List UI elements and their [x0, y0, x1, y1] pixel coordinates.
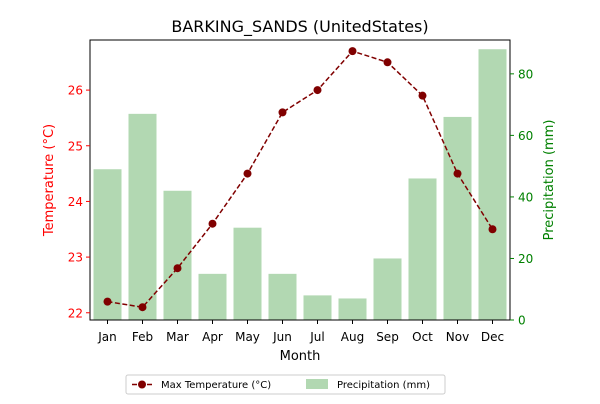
temperature-point — [208, 219, 217, 228]
precipitation-bars — [93, 49, 507, 320]
temperature-point — [103, 297, 112, 306]
temperature-point — [453, 169, 462, 178]
temperature-point — [488, 225, 497, 234]
left-y-tick-label: 22 — [68, 306, 83, 320]
x-axis-label: Month — [280, 349, 321, 364]
temperature-point — [313, 86, 322, 95]
temperature-point — [383, 58, 392, 67]
x-tick-label: Nov — [446, 330, 469, 344]
temperature-line — [107, 50, 494, 309]
temperature-point — [243, 169, 252, 178]
precipitation-bar — [303, 295, 332, 320]
precipitation-bar — [443, 116, 472, 320]
x-axis: Jan Feb Mar Apr May Jun Jul Aug Sep Oct Nov Dec — [97, 320, 504, 344]
x-tick-label: Feb — [132, 330, 153, 344]
x-tick-label: Apr — [202, 330, 223, 344]
right-y-tick-label: 0 — [518, 314, 526, 328]
left-y-tick-label: 24 — [68, 195, 83, 209]
x-tick-label: Oct — [412, 330, 433, 344]
temperature-point — [418, 91, 427, 100]
x-tick-label: Jul — [309, 330, 324, 344]
plot-frame — [89, 39, 511, 321]
right-axis-label: Precipitation (mm) — [542, 120, 557, 241]
x-tick-label: May — [235, 330, 260, 344]
legend-label-temperature: Max Temperature (°C) — [161, 380, 271, 391]
legend-line-marker — [138, 380, 146, 389]
right-y-tick-label: 20 — [518, 252, 533, 266]
temperature-point — [278, 108, 287, 117]
precipitation-bar — [198, 273, 227, 320]
precipitation-bar — [408, 178, 437, 320]
x-tick-label: Aug — [341, 330, 364, 344]
precipitation-bar — [373, 258, 402, 320]
left-y-tick-label: 23 — [68, 251, 83, 265]
chart-title: BARKING_SANDS (UnitedStates) — [171, 17, 428, 37]
precipitation-bar — [128, 113, 157, 320]
x-tick-label: Jun — [272, 330, 292, 344]
left-temperature-axis: 22 23 24 25 26 — [68, 84, 90, 320]
temperature-point — [173, 264, 182, 273]
precipitation-bar — [338, 298, 367, 320]
precipitation-bar — [93, 169, 122, 320]
legend-label-precipitation: Precipitation (mm) — [337, 380, 430, 391]
temperature-line-layer — [103, 47, 497, 312]
x-tick-label: Dec — [481, 330, 504, 344]
temperature-point — [138, 303, 147, 312]
x-tick-label: Sep — [376, 330, 399, 344]
legend: Max Temperature (°C) Precipitation (mm) — [125, 374, 446, 395]
right-y-tick-label: 80 — [518, 67, 533, 81]
left-y-tick-label: 25 — [68, 139, 83, 153]
right-y-tick-label: 40 — [518, 190, 533, 204]
precipitation-bar — [163, 190, 192, 320]
right-precipitation-axis: 0 20 40 60 80 — [510, 67, 533, 328]
left-y-tick-label: 26 — [68, 84, 83, 98]
right-y-tick-label: 60 — [518, 129, 533, 143]
x-tick-label: Mar — [166, 330, 189, 344]
precipitation-bar — [233, 227, 262, 320]
legend-frame — [125, 374, 446, 395]
precipitation-bar — [478, 49, 507, 320]
legend-bar-swatch — [306, 379, 328, 389]
x-tick-label: Jan — [97, 330, 117, 344]
precipitation-bar — [268, 273, 297, 320]
left-axis-label: Temperature (°C) — [42, 124, 57, 237]
temperature-point — [348, 47, 357, 56]
